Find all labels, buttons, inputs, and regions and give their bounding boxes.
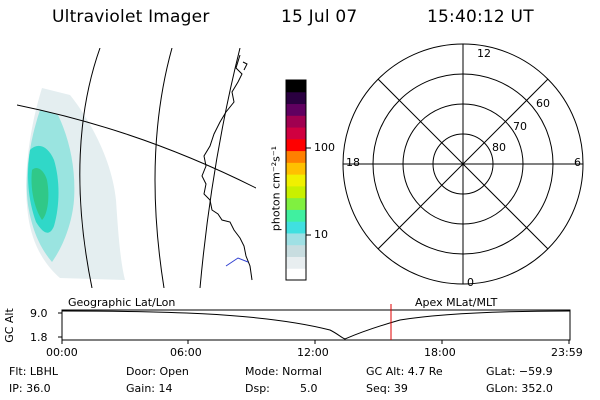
colorbar-segment bbox=[286, 174, 306, 187]
glat-info: GLat: −59.9 bbox=[486, 365, 553, 378]
dsp-value: 5.0 bbox=[300, 382, 318, 395]
time-label: 15:40:12 UT bbox=[427, 7, 534, 27]
colorbar-segment bbox=[286, 185, 306, 199]
gc-alt-info: GC Alt: 4.7 Re bbox=[366, 365, 443, 378]
x-tick-label: 12:00 bbox=[297, 346, 329, 359]
seq-info: Seq: 39 bbox=[366, 382, 408, 395]
dsp-label: Dsp: bbox=[245, 382, 270, 395]
colorbar-segment bbox=[286, 103, 306, 116]
x-tick-label: 06:00 bbox=[170, 346, 202, 359]
coastline-highlight bbox=[225, 257, 249, 267]
colorbar-unit-label: photon cm⁻²s⁻¹ bbox=[269, 145, 283, 232]
mlt-label-left: 18 bbox=[346, 156, 360, 169]
geographic-image bbox=[17, 48, 256, 288]
colorbar-segment bbox=[286, 232, 306, 246]
glon-info: GLon: 352.0 bbox=[486, 382, 553, 395]
colorbar-segment bbox=[286, 256, 306, 269]
colorbar-segment bbox=[286, 115, 306, 128]
filter-info: Flt: LBHL bbox=[9, 365, 58, 378]
x-tick-label: 00:00 bbox=[46, 346, 78, 359]
colorbar-segment bbox=[286, 138, 306, 152]
x-tick-label: 18:00 bbox=[424, 346, 456, 359]
colorbar-segment bbox=[286, 209, 306, 222]
coastline bbox=[242, 61, 248, 71]
coastline bbox=[201, 54, 253, 281]
colorbar-segment bbox=[286, 268, 306, 281]
gain-info: Gain: 14 bbox=[126, 382, 173, 395]
aurora-peak bbox=[31, 168, 49, 220]
instrument-title: Ultraviolet Imager bbox=[52, 7, 210, 27]
timeline-left-title: Geographic Lat/Lon bbox=[68, 296, 176, 309]
mode-info: Mode: Normal bbox=[245, 365, 322, 378]
mlt-label-top: 12 bbox=[477, 47, 491, 60]
colorbar bbox=[286, 80, 306, 281]
door-info: Door: Open bbox=[126, 365, 189, 378]
y-tick-label: 1.8 bbox=[30, 331, 48, 344]
meridian-line bbox=[79, 48, 101, 288]
timeline-frame bbox=[61, 309, 571, 341]
parallel-line bbox=[17, 104, 256, 189]
colorbar-segment bbox=[286, 127, 306, 140]
colorbar-segment bbox=[286, 244, 306, 257]
mlt-label-right: 6 bbox=[574, 156, 581, 169]
x-tick-label: 23:59 bbox=[551, 346, 583, 359]
latitude-label: 80 bbox=[492, 141, 506, 154]
altitude-curve bbox=[61, 310, 571, 340]
y-tick-label: 9.0 bbox=[30, 307, 48, 320]
latitude-label: 60 bbox=[536, 97, 550, 110]
colorbar-frame bbox=[285, 79, 307, 281]
timeline-right-title: Apex MLat/MLT bbox=[415, 296, 498, 309]
colorbar-segment bbox=[286, 91, 306, 105]
colorbar-segment bbox=[286, 80, 306, 93]
mlt-label-bottom: 0 bbox=[467, 276, 474, 289]
ip-info: IP: 36.0 bbox=[9, 382, 51, 395]
colorbar-tick-label: 10 bbox=[314, 228, 328, 241]
meridian-line bbox=[154, 48, 173, 288]
colorbar-segment bbox=[286, 221, 306, 234]
colorbar-tick-label: 100 bbox=[314, 141, 335, 154]
mlt-axis bbox=[377, 78, 549, 250]
colorbar-segment bbox=[286, 197, 306, 210]
latitude-label: 70 bbox=[513, 120, 527, 133]
polar-plot bbox=[342, 43, 584, 285]
colorbar-segment bbox=[286, 162, 306, 175]
meridian-line bbox=[199, 48, 241, 288]
date-label: 15 Jul 07 bbox=[281, 7, 358, 27]
colorbar-segment bbox=[286, 150, 306, 163]
timeline-y-axis-label: GC Alt bbox=[2, 308, 16, 343]
